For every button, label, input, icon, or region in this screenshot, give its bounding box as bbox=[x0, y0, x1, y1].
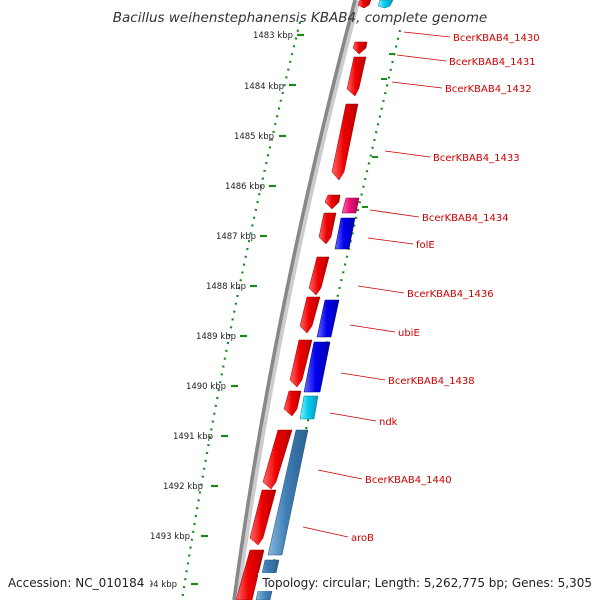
ruler-label: 1490 kbp bbox=[186, 382, 226, 392]
ruler-label: 1488 kbp bbox=[206, 282, 246, 292]
gene-arrow[interactable] bbox=[377, 0, 394, 9]
ruler-label: 1486 kbp bbox=[225, 182, 265, 192]
gene-arrow[interactable] bbox=[341, 197, 360, 214]
ruler-label: 1483 kbp bbox=[253, 31, 293, 41]
gene-arrow[interactable] bbox=[299, 395, 319, 420]
gene-arrow[interactable] bbox=[346, 56, 367, 97]
gene-label[interactable]: BcerKBAB4_1430 bbox=[453, 33, 540, 44]
ruler-label: 1489 kbp bbox=[196, 332, 236, 342]
footer-accession-bg bbox=[4, 573, 150, 591]
gene-label[interactable]: ndk bbox=[379, 417, 398, 428]
gene-labels: BcerKBAB4_1430 BcerKBAB4_1431 BcerKBAB4_… bbox=[351, 33, 540, 544]
ruler-label: 1485 kbp bbox=[234, 132, 274, 142]
gene-arrow[interactable] bbox=[357, 0, 372, 9]
topology-text: Topology: circular; Length: 5,262,775 bp… bbox=[261, 576, 592, 590]
ruler-ticks bbox=[191, 33, 304, 586]
gene-arrow[interactable] bbox=[267, 429, 309, 556]
inner-dotted-arc bbox=[263, 29, 402, 600]
ruler-label: 1484 kbp bbox=[244, 82, 284, 92]
gene-label[interactable]: BcerKBAB4_1436 bbox=[407, 289, 494, 300]
backbone-shadow bbox=[232, 0, 361, 600]
gene-arrow[interactable] bbox=[308, 256, 330, 296]
gene-arrow[interactable] bbox=[316, 299, 340, 338]
footer-topology-bg bbox=[258, 573, 598, 591]
ruler-label: 1493 kbp bbox=[150, 532, 190, 542]
gene-label[interactable]: BcerKBAB4_1438 bbox=[388, 376, 475, 387]
gene-label[interactable]: ubiE bbox=[398, 328, 420, 339]
label-leaders bbox=[302, 31, 451, 538]
gene-label[interactable]: BcerKBAB4_1434 bbox=[422, 213, 509, 224]
gene-arrow[interactable] bbox=[331, 103, 359, 181]
gene-arrow[interactable] bbox=[318, 212, 337, 245]
gene-arrow[interactable] bbox=[283, 390, 302, 417]
accession-text: Accession: NC_010184 bbox=[8, 576, 144, 590]
ruler-label: 1487 kbp bbox=[216, 232, 256, 242]
label-anchor-ticks bbox=[362, 53, 395, 208]
ruler-label: 94 kbp bbox=[148, 580, 177, 590]
gene-label[interactable]: folE bbox=[416, 240, 435, 251]
gene-label[interactable]: BcerKBAB4_1433 bbox=[433, 153, 520, 164]
gene-label[interactable]: BcerKBAB4_1440 bbox=[365, 475, 452, 486]
gene-arrow[interactable] bbox=[352, 41, 368, 55]
gene-label[interactable]: BcerKBAB4_1431 bbox=[449, 57, 536, 68]
backbone bbox=[232, 0, 357, 600]
gene-arrow[interactable] bbox=[289, 339, 313, 388]
gene-arrow[interactable] bbox=[303, 341, 331, 393]
reverse-strand-genes bbox=[255, 0, 394, 600]
gene-arrow[interactable] bbox=[249, 489, 277, 546]
gene-label[interactable]: BcerKBAB4_1432 bbox=[445, 84, 532, 95]
gene-arrow[interactable] bbox=[299, 296, 321, 334]
ruler-labels: 1483 kbp 1484 kbp 1485 kbp 1486 kbp 1487… bbox=[148, 31, 293, 590]
ruler-label: 1491 kbp bbox=[173, 432, 213, 442]
gene-arrow[interactable] bbox=[262, 429, 293, 490]
ruler-label: 1492 kbp bbox=[163, 482, 203, 492]
gene-arrow[interactable] bbox=[324, 194, 341, 210]
gene-arrow[interactable] bbox=[235, 549, 265, 600]
forward-strand-genes bbox=[235, 0, 372, 600]
map-title: Bacillus weihenstephanensis KBAB4, compl… bbox=[113, 10, 487, 26]
gene-arrow[interactable] bbox=[334, 217, 356, 250]
gene-label[interactable]: aroB bbox=[351, 533, 374, 544]
